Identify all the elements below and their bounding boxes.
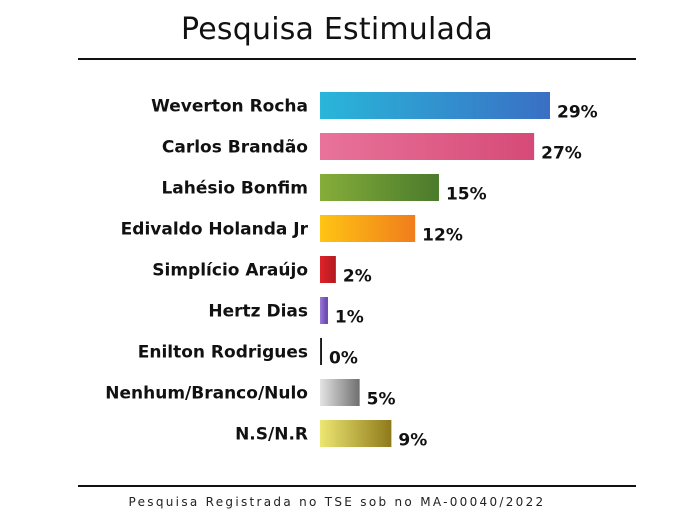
category-label-enilton-rodrigues: Enilton Rodrigues (138, 343, 308, 363)
bar-simplicio-araujo (320, 256, 336, 283)
category-label-weverton-rocha: Weverton Rocha (151, 97, 308, 117)
footer-divider (78, 485, 636, 487)
category-label-hertz-dias: Hertz Dias (208, 302, 308, 322)
value-label-lahesio-bonfim: 15% (446, 185, 487, 205)
value-label-carlos-brandao: 27% (541, 144, 582, 164)
category-label-carlos-brandao: Carlos Brandão (162, 138, 308, 158)
bar-weverton-rocha (320, 92, 550, 119)
category-label-edivaldo-holanda-jr: Edivaldo Holanda Jr (121, 220, 309, 240)
value-label-hertz-dias: 1% (335, 308, 364, 328)
bar-carlos-brandao (320, 133, 535, 160)
bar-enilton-rodrigues (320, 338, 322, 365)
bar-lahesio-bonfim (320, 174, 439, 201)
bar-hertz-dias (320, 297, 328, 324)
category-label-simplicio-araujo: Simplício Araújo (152, 261, 308, 281)
bar-edivaldo-holanda-jr (320, 215, 416, 242)
value-label-enilton-rodrigues: 0% (329, 349, 358, 369)
registration-footer: Pesquisa Registrada no TSE sob no MA-000… (128, 495, 546, 509)
value-label-weverton-rocha: 29% (557, 103, 598, 123)
category-label-lahesio-bonfim: Lahésio Bonfim (161, 179, 308, 199)
value-label-edivaldo-holanda-jr: 12% (422, 226, 463, 246)
bar-nenhum-branco-nulo (320, 379, 360, 406)
bar-n-s-n-r (320, 420, 392, 447)
value-label-nenhum-branco-nulo: 5% (367, 390, 396, 410)
value-label-n-s-n-r: 9% (398, 431, 427, 451)
value-label-simplicio-araujo: 2% (343, 267, 372, 287)
chart-title: Pesquisa Estimulada (181, 12, 493, 47)
category-label-n-s-n-r: N.S/N.R (235, 425, 308, 445)
title-divider (78, 58, 636, 60)
category-label-nenhum-branco-nulo: Nenhum/Branco/Nulo (105, 384, 308, 404)
